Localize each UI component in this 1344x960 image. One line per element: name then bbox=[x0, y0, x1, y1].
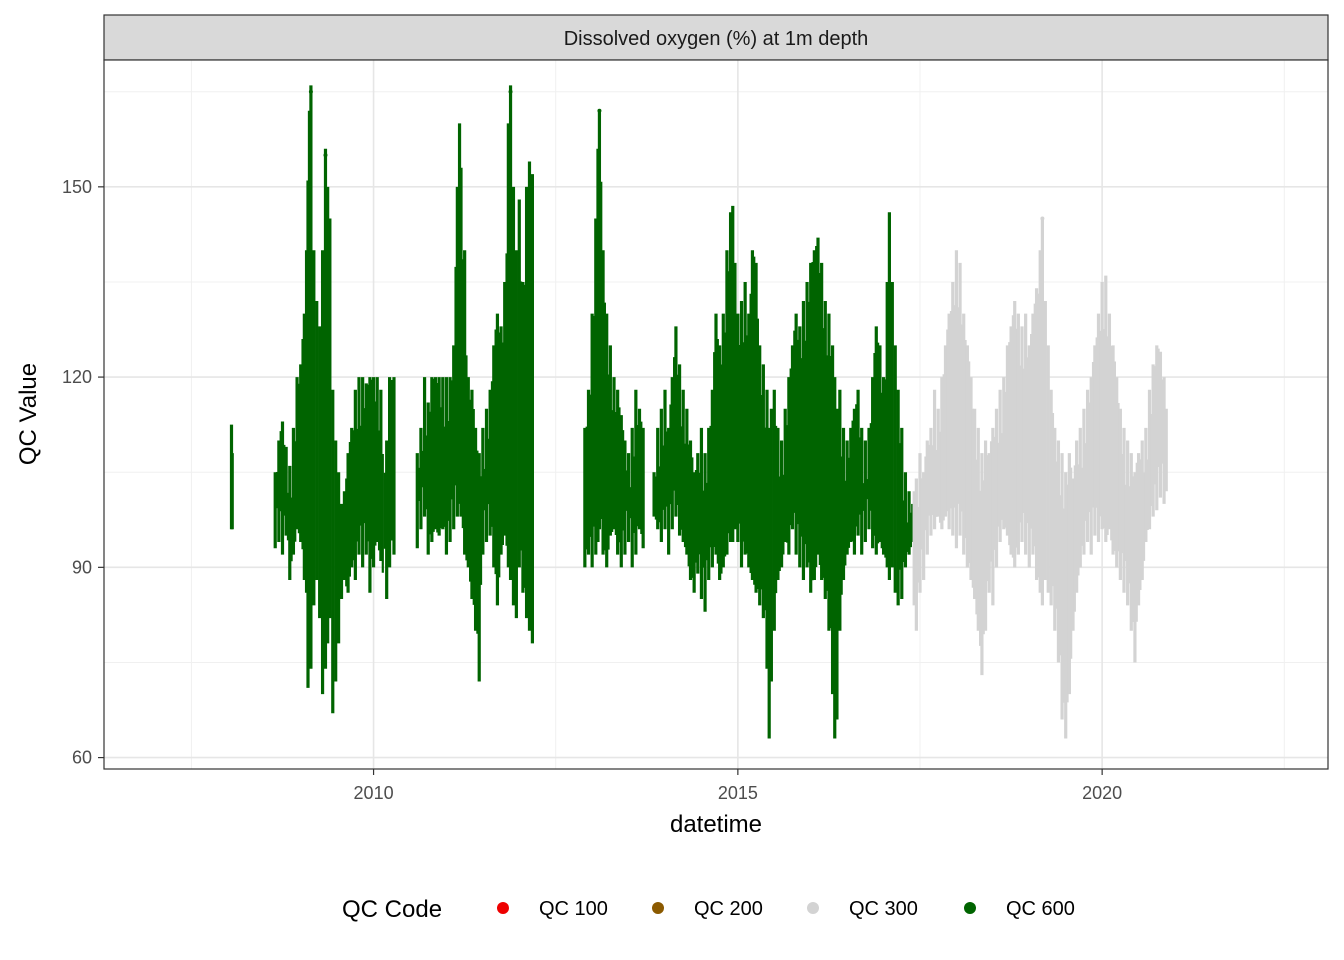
x-tick-label: 2010 bbox=[354, 783, 394, 803]
data-outlier-point bbox=[1040, 216, 1045, 221]
y-axis: 60 90 120 150 bbox=[62, 177, 104, 768]
legend: QC Code QC 100 QC 200 QC 300 QC 600 bbox=[342, 896, 1075, 923]
series-qc-600 bbox=[229, 85, 915, 739]
series-qc-300 bbox=[912, 218, 1168, 739]
legend-label: QC 200 bbox=[694, 898, 763, 920]
y-tick-label: 90 bbox=[72, 557, 92, 577]
legend-title: QC Code bbox=[342, 896, 442, 923]
legend-item-qc-100: QC 100 bbox=[497, 898, 608, 920]
x-axis: 2010 2015 2020 bbox=[354, 769, 1122, 803]
legend-item-qc-200: QC 200 bbox=[652, 898, 763, 920]
data-outlier-point bbox=[323, 153, 328, 158]
plot-panel-border bbox=[103, 59, 1329, 770]
legend-label: QC 600 bbox=[1006, 898, 1075, 920]
facet-strip bbox=[103, 14, 1329, 61]
data-outlier-point bbox=[597, 108, 602, 113]
legend-label: QC 300 bbox=[849, 898, 918, 920]
legend-item-qc-600: QC 600 bbox=[964, 898, 1075, 920]
legend-label: QC 100 bbox=[539, 898, 608, 920]
y-tick-label: 120 bbox=[62, 367, 92, 387]
legend-item-qc-300: QC 300 bbox=[807, 898, 918, 920]
facet-title: Dissolved oxygen (%) at 1m depth bbox=[564, 28, 869, 50]
data-series-layer bbox=[229, 85, 1168, 739]
x-tick-label: 2015 bbox=[718, 783, 758, 803]
legend-key bbox=[807, 902, 819, 914]
y-axis-title: QC Value bbox=[15, 363, 42, 465]
y-tick-label: 150 bbox=[62, 177, 92, 197]
legend-key bbox=[652, 902, 664, 914]
data-outlier-point bbox=[508, 89, 513, 94]
legend-key bbox=[964, 902, 976, 914]
legend-key bbox=[497, 902, 509, 914]
y-tick-label: 60 bbox=[72, 748, 92, 768]
x-axis-title: datetime bbox=[670, 811, 762, 838]
x-tick-label: 2020 bbox=[1082, 783, 1122, 803]
data-outlier-point bbox=[308, 89, 313, 94]
